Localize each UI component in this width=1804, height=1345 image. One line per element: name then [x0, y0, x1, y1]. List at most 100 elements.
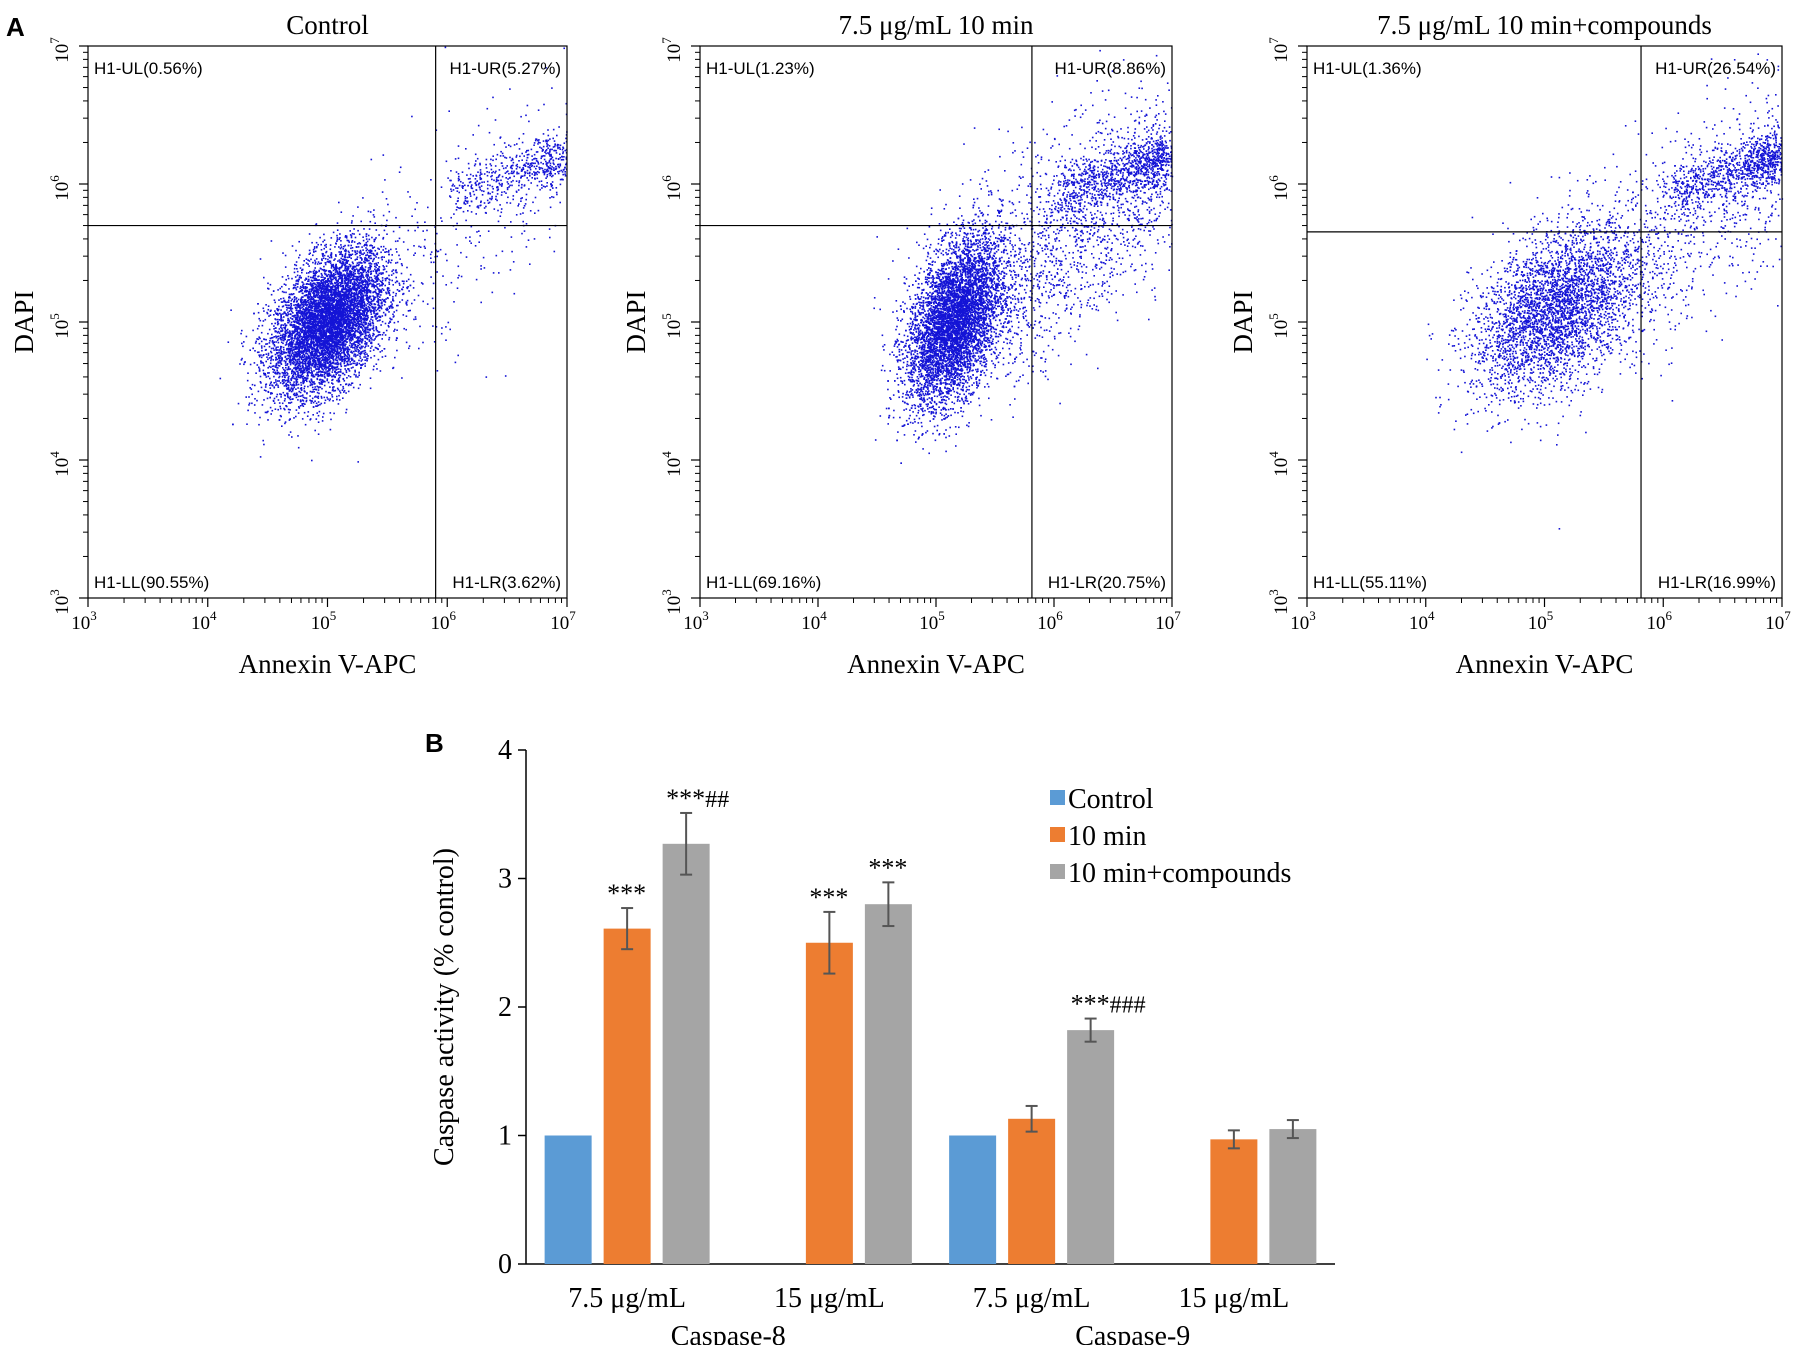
flow-dot [280, 352, 282, 355]
flow-dot [328, 303, 331, 306]
flow-dot [357, 344, 359, 347]
flow-dot [396, 289, 399, 291]
flow-dot [276, 339, 279, 342]
flow-dot [320, 280, 322, 282]
flow-dot [305, 379, 307, 381]
flow-dot [270, 359, 272, 362]
flow-dot [323, 334, 326, 336]
flow-dot [371, 345, 373, 348]
flow-dot [275, 341, 277, 343]
flow-dot [331, 288, 334, 291]
flow-dot [271, 409, 274, 412]
flow-dot [297, 319, 300, 322]
flow-dot [298, 276, 301, 279]
flow-dot [301, 289, 304, 292]
flow-dot [358, 251, 361, 253]
flow-dot [422, 300, 424, 303]
flow-dot [360, 360, 363, 362]
flow-dot [326, 378, 329, 380]
flow-dot [394, 328, 396, 331]
flow-dot [304, 328, 307, 331]
flow-dot [310, 402, 313, 404]
flow-dot [388, 307, 391, 309]
flow-dot [311, 305, 313, 307]
flow-dot [291, 349, 294, 351]
flow-dot [365, 238, 368, 240]
flow-dot [300, 362, 302, 364]
flow-dot [314, 366, 317, 369]
flow-dot [267, 367, 269, 369]
flow-dot [273, 328, 275, 330]
flow-dot [386, 233, 388, 235]
flow-dot [388, 305, 390, 308]
flow-dot [328, 339, 330, 341]
flow-dot [284, 362, 287, 364]
flow-dot [227, 341, 230, 343]
flow-dot [305, 314, 308, 316]
flow-dot [378, 234, 380, 236]
flow-dot [329, 374, 332, 377]
flow-dot [317, 335, 319, 337]
flow-dot [284, 334, 287, 337]
flow-dot [277, 338, 280, 340]
flow-dot [362, 249, 364, 251]
flow-dot [364, 328, 367, 330]
flow-dot [368, 283, 370, 286]
flow-dot [323, 290, 325, 293]
flow-dot [272, 371, 275, 373]
flow-dot [388, 249, 390, 252]
flow-dot [370, 313, 373, 315]
flow-dot [278, 319, 281, 321]
flow-dot [384, 322, 387, 325]
flow-dot [299, 254, 301, 256]
flow-dot [344, 281, 347, 284]
flow-dot [284, 337, 286, 339]
flow-dot [278, 328, 281, 330]
flow-dot [366, 331, 368, 334]
flow-dot [290, 304, 293, 307]
flow-dot [283, 348, 285, 351]
flow-dot [343, 306, 345, 308]
flow-dot [310, 258, 312, 261]
flow-dot [313, 299, 316, 302]
flow-dot [296, 328, 299, 331]
flow-dot [373, 209, 375, 211]
flow-dot [378, 269, 380, 272]
flow-dot [282, 313, 284, 315]
flow-dot [333, 274, 336, 277]
flow-dot [343, 273, 345, 276]
flow-dot [296, 268, 298, 270]
flow-dot [298, 369, 301, 372]
flow-dot [373, 285, 376, 288]
flow-dot [347, 359, 350, 361]
flow-dot [301, 296, 303, 298]
flow-dot [289, 389, 291, 391]
flow-dot [373, 263, 376, 265]
flow-dot [373, 246, 376, 248]
flow-dot [357, 272, 359, 274]
flow-dot [321, 387, 323, 390]
flow-dot [290, 349, 292, 351]
flow-dot [359, 383, 361, 386]
flow-dot [372, 279, 375, 282]
flow-dot [295, 321, 298, 323]
flow-dot [332, 265, 335, 268]
flow-dot [334, 278, 337, 281]
flow-dot [281, 290, 284, 293]
flow-dot [357, 342, 360, 344]
flow-dot [376, 312, 379, 315]
flow-dot [376, 348, 379, 350]
flow-dot [258, 368, 261, 370]
flow-dot [286, 343, 288, 346]
flow-dot [365, 247, 367, 249]
flow-dot [314, 286, 317, 288]
flow-dot [284, 333, 287, 335]
flow-dot [273, 397, 276, 400]
flow-dot [251, 402, 253, 405]
flow-dot [375, 280, 377, 283]
flow-dot [263, 372, 265, 375]
flow-dot [346, 323, 348, 326]
flow-dot [374, 296, 377, 299]
flow-dot [305, 399, 308, 402]
flow-dot [262, 354, 264, 357]
